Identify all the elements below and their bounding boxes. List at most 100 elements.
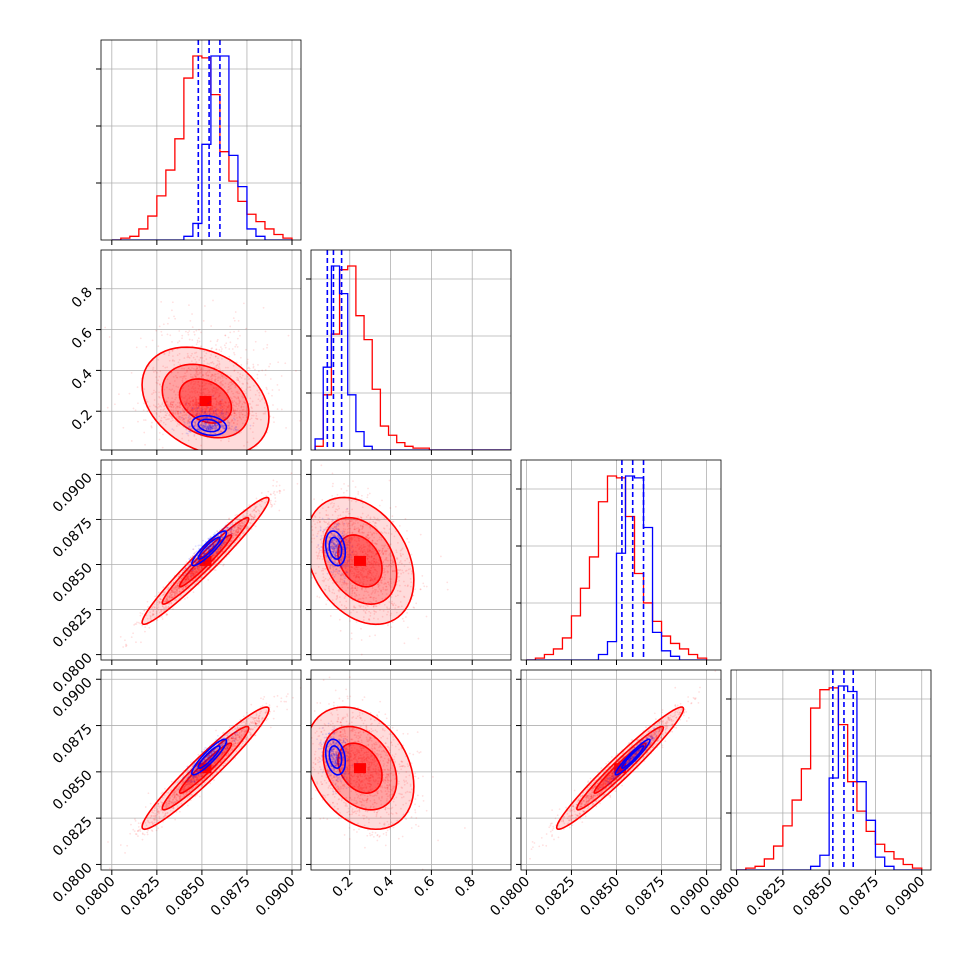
scatter-point	[203, 552, 205, 555]
scatter-point	[164, 591, 166, 593]
scatter-point	[197, 565, 199, 568]
scatter-point	[210, 426, 213, 429]
scatter-point	[209, 407, 211, 410]
scatter-point	[122, 646, 125, 648]
scatter-point	[197, 567, 200, 570]
scatter-point	[213, 406, 216, 408]
scatter-point	[290, 472, 293, 475]
scatter-point	[236, 513, 238, 516]
scatter-point	[211, 347, 214, 350]
scatter-point	[260, 492, 263, 494]
scatter-point	[203, 423, 206, 425]
scatter-point	[152, 368, 154, 371]
scatter-point	[212, 395, 215, 397]
scatter-point	[213, 409, 216, 412]
scatter-point	[235, 534, 238, 537]
scatter-point	[389, 507, 392, 509]
scatter-point	[195, 400, 198, 403]
scatter-point	[217, 547, 220, 550]
scatter-point	[211, 427, 213, 430]
scatter-point	[161, 402, 164, 405]
scatter-point	[236, 526, 239, 529]
scatter-point	[173, 586, 176, 588]
scatter-point	[195, 571, 197, 574]
scatter-point	[249, 418, 251, 421]
scatter-point	[141, 612, 144, 615]
scatter-point	[231, 523, 234, 526]
scatter-point	[199, 365, 201, 368]
scatter-point	[188, 420, 191, 423]
scatter-point	[179, 412, 182, 415]
scatter-point	[156, 619, 159, 622]
scatter-point	[157, 606, 160, 609]
scatter-point	[209, 383, 212, 386]
scatter-point	[197, 406, 200, 409]
scatter-point	[238, 522, 241, 525]
scatter-point	[176, 412, 179, 415]
scatter-point	[277, 361, 280, 364]
scatter-point	[186, 576, 189, 579]
scatter-point	[198, 574, 201, 577]
scatter-point	[201, 394, 204, 396]
scatter-point	[217, 550, 219, 552]
scatter-point	[159, 383, 161, 386]
scatter-point	[244, 410, 247, 413]
scatter-point	[222, 427, 225, 430]
scatter-point	[174, 592, 176, 595]
scatter-point	[235, 391, 238, 394]
scatter-point	[224, 382, 227, 385]
scatter-point	[325, 603, 328, 606]
scatter-point	[218, 419, 220, 422]
scatter-point	[211, 554, 214, 557]
scatter-point	[208, 421, 211, 423]
scatter-point	[144, 626, 147, 629]
scatter-point	[165, 414, 168, 417]
scatter-point	[155, 381, 158, 384]
scatter-point	[165, 400, 168, 403]
scatter-point	[136, 386, 139, 389]
scatter-point	[172, 591, 175, 594]
scatter-point	[339, 629, 342, 632]
scatter-point	[179, 363, 182, 366]
scatter-point	[202, 368, 205, 371]
scatter-point	[227, 415, 230, 418]
scatter-point	[185, 399, 188, 402]
scatter-point	[222, 563, 225, 566]
scatter-point	[213, 422, 216, 425]
scatter-point	[200, 565, 203, 568]
scatter-point	[135, 623, 138, 625]
scatter-point	[233, 532, 235, 535]
scatter-point	[231, 401, 234, 404]
scatter-point	[276, 491, 278, 493]
scatter-point	[193, 406, 195, 408]
scatter-point	[201, 426, 204, 429]
scatter-point	[176, 405, 179, 408]
scatter-point	[250, 515, 253, 518]
scatter-point	[218, 403, 221, 406]
scatter-point	[181, 409, 184, 412]
scatter-point	[188, 568, 190, 571]
scatter-point	[211, 391, 214, 393]
scatter-point	[192, 568, 195, 571]
scatter-point	[186, 422, 189, 425]
scatter-point	[215, 365, 218, 367]
scatter-point	[279, 490, 282, 493]
scatter-point	[251, 431, 254, 434]
scatter-point	[195, 406, 198, 409]
scatter-point	[189, 404, 192, 407]
scatter-point	[205, 428, 208, 431]
scatter-point	[227, 336, 230, 339]
scatter-point	[170, 589, 173, 592]
scatter-point	[164, 600, 167, 603]
scatter-point	[234, 433, 236, 436]
scatter-point	[222, 412, 225, 415]
scatter-point	[203, 562, 206, 565]
scatter-point	[254, 505, 257, 508]
scatter-point	[125, 645, 127, 648]
scatter-point	[204, 394, 207, 396]
scatter-point	[193, 420, 196, 423]
scatter-point	[199, 424, 202, 427]
scatter-point	[169, 401, 172, 404]
scatter-point	[217, 412, 220, 415]
scatter-point	[217, 401, 219, 404]
